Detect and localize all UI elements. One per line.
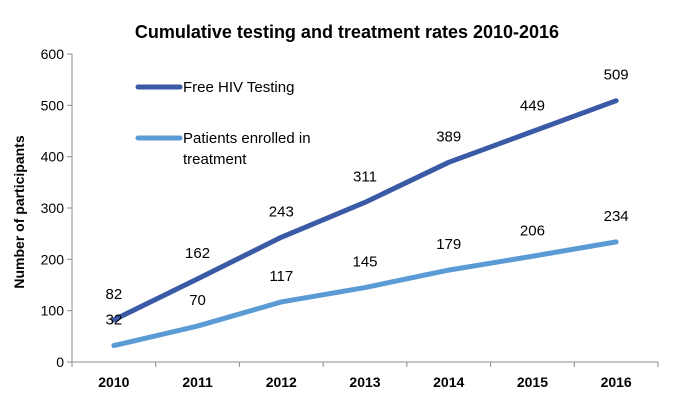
y-tick-label: 0 [56,354,64,370]
chart-title: Cumulative testing and treatment rates 2… [135,22,559,42]
x-tick-label: 2015 [517,374,548,390]
data-label-free-hiv-testing: 243 [269,203,294,220]
data-label-free-hiv-testing: 82 [106,286,123,303]
x-tick-label: 2013 [349,374,380,390]
data-label-patients-in-treatment: 117 [269,268,293,285]
data-label-patients-in-treatment: 234 [604,208,629,225]
series-line-patients-in-treatment [111,239,619,349]
x-tick-label: 2010 [98,374,129,390]
data-label-patients-in-treatment: 206 [520,222,545,239]
legend: Free HIV Testing Patients enrolled in trea… [135,79,311,168]
y-tick-label: 400 [41,149,65,165]
data-label-free-hiv-testing: 311 [353,168,377,185]
x-tick-label: 2012 [266,374,297,390]
legend-label-free-hiv-testing: Free HIV Testing [183,79,294,96]
x-tick-label: 2011 [182,374,213,390]
data-label-patients-in-treatment: 70 [189,292,206,309]
y-tick-label: 500 [41,97,65,113]
data-label-patients-in-treatment: 32 [106,312,123,329]
data-label-free-hiv-testing: 509 [604,67,629,84]
data-label-patients-in-treatment: 179 [436,236,461,253]
x-tick-label: 2014 [433,374,464,390]
legend-label-patients-in-treatment: treatment [183,151,247,168]
y-axis-label: Number of participants [11,135,27,288]
axes: 0 100 200 300 400 500 600 2010 2011 2012 2013 2014 2… [41,46,659,390]
data-labels: 82 162 243 311 389 449 509 32 70 117 145 179 206 234 [106,67,629,329]
data-label-free-hiv-testing: 162 [185,245,210,262]
y-tick-label: 300 [41,200,65,216]
series-line-free-hiv-testing [111,98,619,323]
legend-label-patients-in-treatment: Patients enrolled in [183,130,311,147]
data-label-free-hiv-testing: 389 [436,128,461,145]
data-label-patients-in-treatment: 145 [352,254,377,271]
data-label-free-hiv-testing: 449 [520,98,545,115]
y-tick-label: 100 [41,303,65,319]
y-tick-label: 600 [41,46,65,62]
x-tick-label: 2016 [601,374,632,390]
y-tick-label: 200 [41,251,65,267]
series-layer [111,98,619,349]
